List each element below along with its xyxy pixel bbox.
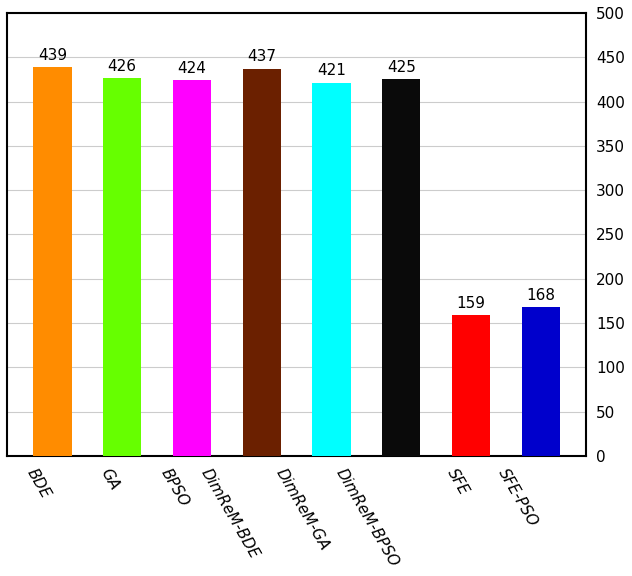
- Text: 159: 159: [456, 295, 485, 310]
- Text: 439: 439: [38, 48, 67, 63]
- Bar: [521, 307, 560, 456]
- Bar: [382, 79, 420, 456]
- Bar: [312, 83, 351, 456]
- Text: 424: 424: [178, 61, 207, 76]
- Text: 426: 426: [107, 59, 137, 74]
- Text: 425: 425: [387, 60, 416, 75]
- Text: 421: 421: [317, 63, 346, 78]
- Bar: [33, 67, 71, 456]
- Text: 437: 437: [247, 50, 276, 65]
- Bar: [103, 78, 142, 456]
- Bar: [243, 69, 281, 456]
- Bar: [452, 315, 490, 456]
- Text: 168: 168: [526, 287, 556, 302]
- Bar: [173, 80, 211, 456]
